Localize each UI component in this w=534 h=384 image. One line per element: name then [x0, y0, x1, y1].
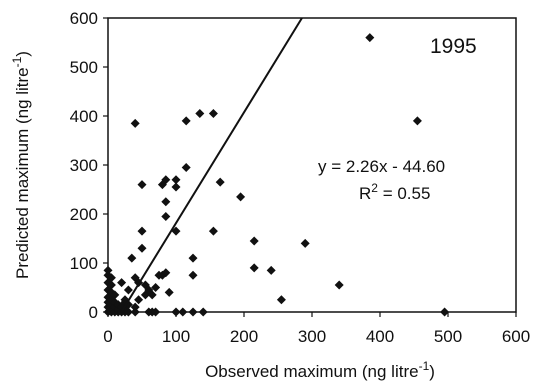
data-point: [181, 162, 191, 172]
data-point: [127, 253, 137, 263]
year-label: 1995: [430, 35, 477, 58]
data-point: [208, 226, 218, 236]
x-tick-label: 600: [502, 327, 530, 346]
x-axis-title-sup: -1: [419, 359, 430, 373]
data-point: [123, 307, 133, 317]
r-squared-r: R: [359, 184, 371, 203]
data-point: [236, 192, 246, 202]
data-point: [171, 175, 181, 185]
x-axis-ticks: 0 100 200 300 400 500 600: [103, 312, 530, 346]
x-tick-label: 100: [162, 327, 190, 346]
y-tick-label: 600: [70, 9, 98, 28]
data-point: [134, 295, 144, 305]
data-point: [123, 285, 133, 295]
data-point: [171, 307, 181, 317]
regression-equation: y = 2.26x - 44.60: [318, 157, 445, 176]
y-axis-title: Predicted maximum (ng litre-1): [10, 51, 32, 279]
data-point: [171, 182, 181, 192]
r-squared-sup: 2: [371, 181, 378, 195]
y-tick-label: 200: [70, 205, 98, 224]
data-point: [137, 226, 147, 236]
data-point: [117, 278, 127, 288]
r-squared-label: R2 = 0.55: [359, 181, 430, 203]
data-point: [195, 109, 205, 119]
data-point: [249, 263, 259, 273]
data-point: [188, 253, 198, 263]
y-axis-title-text: Predicted maximum (ng litre: [13, 67, 32, 279]
data-point: [151, 307, 161, 317]
data-point: [249, 236, 259, 246]
data-point: [137, 243, 147, 253]
data-point: [188, 270, 198, 280]
data-point: [161, 268, 171, 278]
data-point: [106, 273, 116, 283]
data-point: [110, 290, 120, 300]
x-axis-title-text: Observed maximum (ng litre: [205, 362, 419, 381]
data-point: [440, 307, 450, 317]
data-point: [130, 118, 140, 128]
data-point: [412, 116, 422, 126]
data-point: [106, 280, 116, 290]
y-tick-label: 0: [89, 303, 98, 322]
x-axis-title: Observed maximum (ng litre-1): [205, 359, 435, 381]
data-point: [164, 287, 174, 297]
y-axis-title-close: ): [13, 51, 32, 57]
data-point: [151, 283, 161, 292]
x-tick-label: 0: [103, 327, 112, 346]
data-point: [215, 177, 225, 187]
y-axis-ticks: 0 100 200 300 400 500 600: [70, 9, 108, 322]
x-tick-label: 300: [298, 327, 326, 346]
data-point: [103, 265, 113, 275]
y-tick-label: 500: [70, 58, 98, 77]
trend-line: [120, 17, 303, 313]
data-point: [334, 280, 344, 290]
plot-border: [107, 17, 517, 313]
data-point: [178, 307, 188, 317]
data-point: [161, 175, 171, 185]
data-point: [300, 238, 310, 248]
plot-frame: [107, 17, 517, 313]
data-point: [161, 211, 171, 221]
data-point: [147, 290, 157, 300]
x-axis-title-close: ): [429, 362, 435, 381]
y-axis-title-sup: -1: [10, 56, 24, 67]
data-point: [198, 307, 208, 317]
y-tick-label: 100: [70, 254, 98, 273]
data-point: [208, 109, 218, 119]
data-point: [130, 302, 140, 312]
data-point: [266, 265, 276, 275]
x-tick-label: 500: [434, 327, 462, 346]
data-points: [103, 33, 450, 317]
data-point: [137, 180, 147, 190]
x-tick-label: 200: [230, 327, 258, 346]
data-point: [365, 33, 375, 43]
data-point: [188, 307, 198, 317]
data-point: [276, 295, 286, 305]
y-tick-label: 300: [70, 156, 98, 175]
data-point: [130, 307, 140, 317]
r-squared-value: = 0.55: [378, 184, 430, 203]
y-tick-label: 400: [70, 107, 98, 126]
x-tick-label: 400: [366, 327, 394, 346]
data-point: [181, 116, 191, 126]
data-point: [171, 226, 181, 236]
data-point: [161, 197, 171, 207]
